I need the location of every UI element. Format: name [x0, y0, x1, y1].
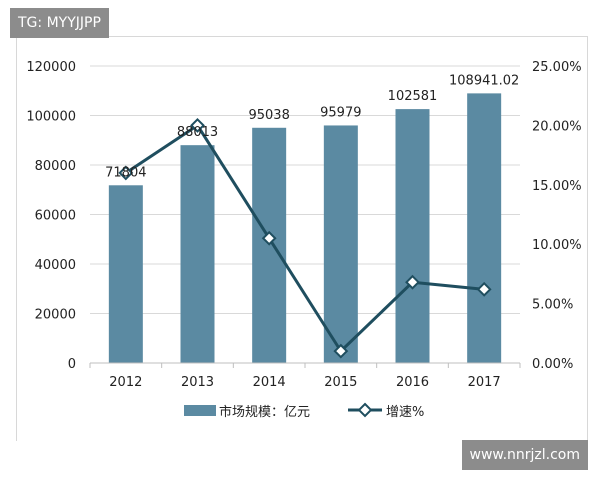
y-right-tick-label: 10.00%: [532, 238, 582, 253]
watermark-bottom-right: www.nnrjzl.com: [461, 440, 588, 470]
legend-line-label: 增速%: [386, 405, 424, 420]
y-left-tick-label: 40000: [35, 258, 76, 273]
y-left-tick-label: 100000: [26, 110, 76, 125]
growth-line-marker: [333, 343, 349, 359]
bar-data-label: 102581: [388, 89, 438, 104]
y-right-tick-label: 5.00%: [532, 298, 573, 313]
y-right-tick-label: 20.00%: [532, 119, 582, 134]
legend-bar-swatch: [184, 405, 216, 416]
legend-bar-label: 市场规模：亿元: [219, 404, 310, 420]
bar: [108, 185, 143, 363]
bar: [467, 93, 502, 363]
x-tick-label: 2013: [181, 375, 214, 390]
y-left-tick-label: 120000: [26, 60, 76, 75]
bar-data-label: 71804: [105, 165, 146, 180]
watermark-top-left: TG: MYYJJPP: [10, 8, 109, 38]
bar-data-label: 88013: [177, 125, 218, 140]
bar-data-label: 95038: [248, 108, 289, 123]
growth-line-marker: [405, 274, 420, 290]
y-left-tick-label: 0: [68, 357, 76, 372]
x-tick-label: 2014: [253, 375, 286, 390]
growth-line-marker: [476, 281, 492, 297]
bar: [395, 109, 430, 363]
y-left-tick-label: 80000: [35, 159, 76, 174]
growth-line-marker: [261, 230, 277, 246]
x-tick-label: 2012: [109, 375, 142, 390]
chart-frame: [16, 36, 588, 441]
y-right-tick-label: 15.00%: [532, 179, 582, 194]
bar-data-label: 108941.02: [449, 73, 519, 88]
bar: [180, 145, 215, 363]
y-right-tick-label: 0.00%: [532, 357, 573, 372]
growth-line-marker: [190, 117, 205, 133]
growth-line-marker: [118, 165, 134, 181]
legend-line-marker: [357, 402, 373, 418]
x-tick-label: 2015: [324, 375, 357, 390]
growth-line: [125, 123, 485, 353]
bar-data-label: 95979: [320, 105, 361, 120]
y-right-tick-label: 25.00%: [532, 60, 582, 75]
bar: [323, 125, 358, 364]
y-left-tick-label: 60000: [35, 209, 76, 224]
y-left-tick-label: 20000: [35, 308, 76, 323]
x-tick-label: 2017: [468, 375, 501, 390]
x-tick-label: 2016: [396, 375, 429, 390]
